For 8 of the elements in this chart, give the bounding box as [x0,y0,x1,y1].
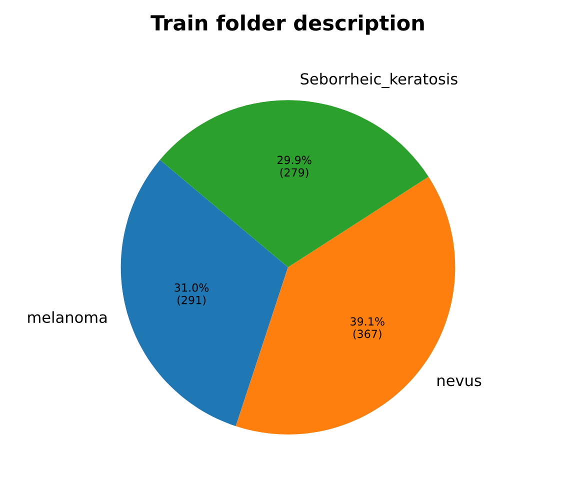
slice-label: melanoma [28,311,107,324]
slice-label: Seborrheic_keratosis [300,72,458,88]
slice-label: nevus [438,377,482,386]
data-label: 29.9% (279) [277,156,312,178]
data-label: 31.0% (291) [174,283,209,306]
data-label: 39.1% (367) [350,317,384,340]
chart-title: Train folder description [150,14,424,35]
pie-slice [160,100,429,268]
